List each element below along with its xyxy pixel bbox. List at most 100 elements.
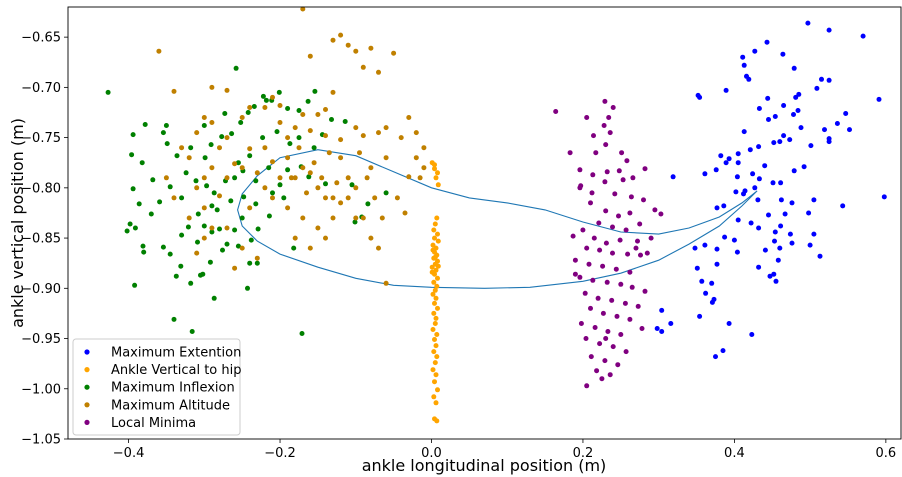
- data-point-series-2: [139, 160, 145, 166]
- data-point-series-0: [740, 54, 746, 60]
- data-point-series-2: [311, 145, 317, 151]
- data-point-series-2: [188, 280, 194, 286]
- data-point-series-0: [654, 326, 660, 331]
- data-point-series-0: [714, 246, 720, 252]
- data-point-series-0: [756, 176, 762, 182]
- data-point-series-2: [209, 229, 215, 235]
- data-point-series-2: [178, 263, 184, 269]
- data-point-series-3: [285, 155, 291, 161]
- data-point-series-2: [263, 97, 269, 103]
- data-point-series-1: [432, 360, 438, 366]
- data-point-series-0: [752, 48, 758, 54]
- data-point-series-3: [292, 175, 298, 181]
- data-point-series-1: [429, 264, 435, 270]
- data-point-series-3: [364, 175, 370, 181]
- data-point-series-3: [224, 87, 230, 93]
- data-point-series-3: [353, 48, 359, 54]
- data-point-series-2: [305, 98, 311, 104]
- data-point-series-0: [772, 114, 778, 119]
- data-point-series-4: [599, 376, 605, 382]
- data-point-series-3: [247, 105, 253, 110]
- data-point-series-2: [201, 223, 207, 229]
- data-point-series-3: [338, 32, 344, 38]
- data-point-series-4: [588, 354, 594, 360]
- data-point-series-1: [433, 372, 439, 378]
- data-point-series-2: [291, 245, 297, 251]
- data-point-series-0: [714, 261, 720, 267]
- x-tick-label: 0.4: [724, 446, 745, 461]
- data-point-series-0: [726, 321, 732, 326]
- data-point-series-2: [248, 237, 254, 243]
- data-point-series-0: [747, 147, 753, 153]
- data-point-series-4: [589, 190, 595, 196]
- data-point-series-0: [773, 278, 779, 284]
- data-point-series-3: [232, 265, 238, 271]
- data-point-series-3: [239, 245, 245, 251]
- data-point-series-3: [383, 280, 389, 286]
- data-point-series-1: [432, 254, 438, 260]
- data-point-series-4: [592, 325, 598, 330]
- data-point-series-3: [217, 145, 222, 151]
- data-point-series-2: [383, 190, 389, 196]
- data-point-series-3: [304, 190, 309, 196]
- data-point-series-0: [822, 127, 827, 133]
- data-point-series-4: [578, 321, 584, 326]
- data-point-series-2: [219, 134, 225, 140]
- data-point-series-3: [368, 235, 374, 241]
- data-point-series-3: [224, 225, 230, 231]
- data-point-series-4: [629, 284, 635, 290]
- data-point-series-0: [668, 321, 674, 326]
- data-point-series-3: [323, 195, 328, 201]
- data-point-series-4: [623, 349, 629, 355]
- data-point-series-2: [276, 89, 282, 95]
- data-point-series-1: [435, 231, 440, 237]
- data-point-series-2: [127, 221, 133, 227]
- data-point-series-0: [814, 85, 820, 91]
- x-tick-label: −0.2: [264, 446, 296, 461]
- data-point-series-3: [296, 145, 302, 151]
- data-point-series-4: [591, 133, 596, 139]
- data-point-series-2: [222, 111, 228, 116]
- y-tick-label: −0.85: [21, 232, 61, 247]
- data-point-series-0: [713, 167, 719, 173]
- data-point-series-0: [734, 249, 740, 255]
- data-point-series-1: [435, 238, 441, 244]
- data-point-series-4: [633, 245, 639, 251]
- data-point-series-2: [211, 190, 217, 196]
- data-point-series-2: [277, 182, 283, 188]
- y-tick-label: −1.05: [21, 433, 61, 448]
- data-point-series-0: [733, 189, 739, 195]
- data-point-series-4: [613, 266, 619, 272]
- data-point-series-2: [160, 130, 166, 136]
- data-point-series-0: [735, 151, 741, 157]
- data-point-series-4: [600, 310, 606, 316]
- data-point-series-3: [239, 115, 245, 120]
- data-point-series-0: [756, 144, 762, 150]
- data-point-series-0: [718, 153, 724, 159]
- data-point-series-3: [315, 185, 321, 191]
- data-point-series-4: [602, 179, 608, 185]
- data-point-series-3: [201, 115, 207, 120]
- data-point-series-3: [201, 205, 207, 211]
- data-point-series-3: [254, 170, 260, 176]
- data-point-series-2: [189, 329, 195, 334]
- data-point-series-2: [208, 142, 214, 148]
- data-point-series-2: [266, 213, 272, 219]
- data-point-series-2: [239, 215, 245, 221]
- data-point-series-3: [307, 170, 313, 176]
- data-point-series-0: [789, 240, 795, 246]
- data-point-series-2: [260, 135, 266, 141]
- data-point-series-3: [326, 150, 332, 156]
- x-tick-label: −0.4: [113, 446, 145, 461]
- y-tick-label: −0.80: [21, 181, 61, 196]
- data-point-series-3: [319, 175, 325, 181]
- data-point-series-3: [163, 175, 169, 181]
- data-point-series-1: [430, 247, 436, 253]
- data-point-series-0: [741, 129, 747, 135]
- data-point-series-0: [670, 174, 676, 180]
- x-axis: −0.4 −0.2 0.0 0.2 0.4 0.6: [113, 439, 896, 461]
- data-point-series-2: [207, 259, 213, 265]
- trajectory-curve: [237, 149, 758, 289]
- data-point-series-2: [132, 282, 138, 288]
- data-point-series-4: [618, 332, 624, 337]
